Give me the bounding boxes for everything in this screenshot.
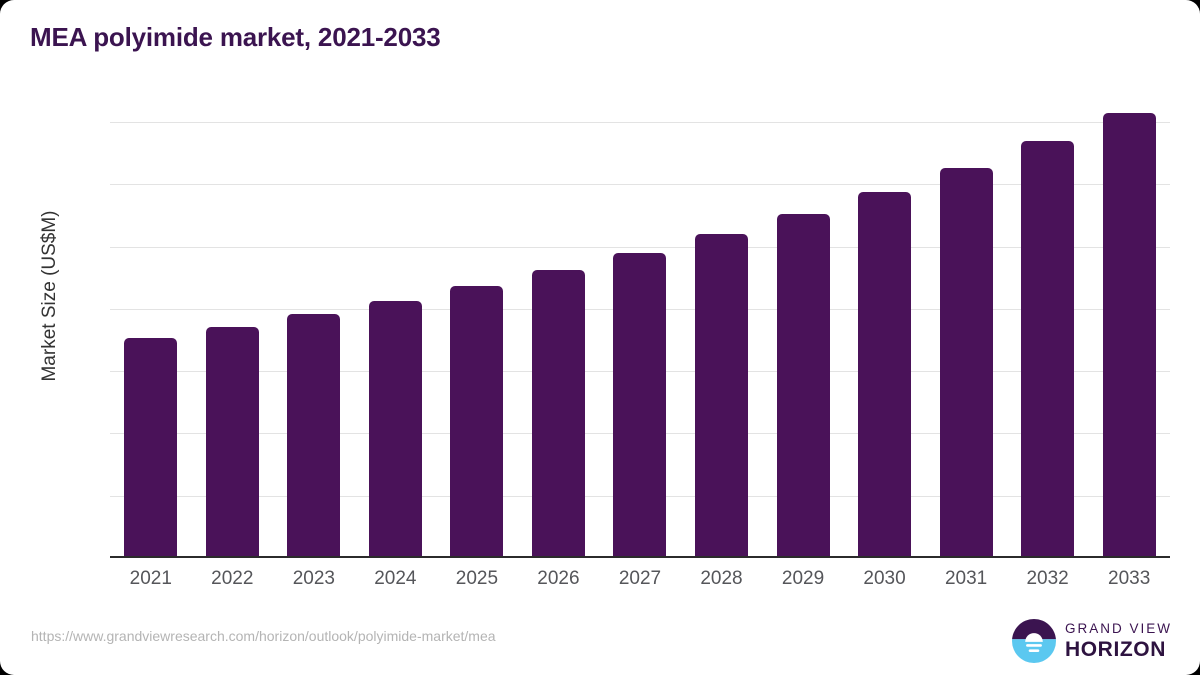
x-axis-tick-label: 2027 — [618, 568, 662, 589]
bar-slot: 2028 — [681, 122, 763, 589]
bar-series: 2021 2022 2023 2024 2025 2026 2027 2028 2029 2030… — [110, 113, 1170, 589]
bar-slot: 2026 — [518, 122, 600, 589]
bar[interactable] — [287, 314, 341, 558]
x-axis-tick-label: 2031 — [944, 568, 988, 589]
x-axis-tick-label: 2024 — [374, 568, 417, 589]
x-axis-tick-label: 2032 — [1026, 568, 1069, 589]
x-axis-tick-label: 2022 — [211, 568, 254, 589]
bar-slot: 2025 — [436, 122, 518, 589]
bar[interactable] — [450, 286, 504, 558]
grand-view-horizon-logo[interactable]: GRAND VIEW HORIZON — [1011, 619, 1172, 663]
x-axis-tick-label: 2025 — [455, 568, 499, 589]
bar[interactable] — [1021, 141, 1075, 558]
bar-slot: 2022 — [192, 122, 274, 589]
page-title: MEA polyimide market, 2021-2033 — [30, 22, 441, 52]
bar-slot: 2023 — [273, 122, 355, 589]
bar-slot: 2030 — [844, 122, 926, 589]
x-axis-tick-label: 2026 — [537, 568, 580, 589]
logo-text-horizon: HORIZON — [1064, 638, 1167, 662]
logo-text: GRAND VIEW HORIZON — [1065, 622, 1172, 661]
bar[interactable] — [124, 337, 178, 558]
x-axis-tick-label: 2023 — [292, 568, 335, 589]
bar[interactable] — [939, 168, 993, 558]
bar-slot: 2021 — [110, 122, 192, 589]
x-axis-tick-label: 2021 — [129, 568, 172, 589]
bar-slot: 2032 — [1007, 122, 1089, 589]
bar-slot: 2029 — [762, 122, 844, 589]
gridline — [110, 122, 1170, 123]
gridline — [110, 246, 1170, 248]
bar[interactable] — [776, 213, 830, 558]
x-axis-tick-label: 2030 — [863, 568, 906, 589]
plot-inner: 010203040506070 202120222023202420252026… — [110, 113, 1170, 589]
bar[interactable] — [205, 326, 259, 558]
x-axis-tick-label: 2028 — [700, 568, 743, 589]
horizon-circle-icon — [1011, 619, 1056, 663]
logo-text-grand-view: GRAND VIEW — [1064, 620, 1172, 636]
x-axis-tick-label: 2029 — [781, 568, 825, 589]
gridline — [110, 184, 1170, 186]
bar-slot: 2027 — [599, 122, 681, 589]
bar-slot: 2033 — [1088, 113, 1170, 589]
bar-slot: 2024 — [355, 122, 437, 589]
y-axis-title: Market Size (US$M) — [39, 210, 60, 382]
bar-slot: 2031 — [925, 122, 1007, 589]
bar[interactable] — [613, 253, 667, 558]
bar[interactable] — [531, 270, 585, 558]
bar[interactable] — [368, 300, 422, 558]
bar[interactable] — [694, 233, 748, 558]
source-url[interactable]: https://www.grandviewresearch.com/horizo… — [31, 628, 496, 644]
bar[interactable] — [858, 191, 912, 558]
x-axis-tick-label: 2033 — [1108, 568, 1151, 589]
bar[interactable] — [1102, 113, 1156, 558]
x-axis-line — [110, 556, 1170, 558]
